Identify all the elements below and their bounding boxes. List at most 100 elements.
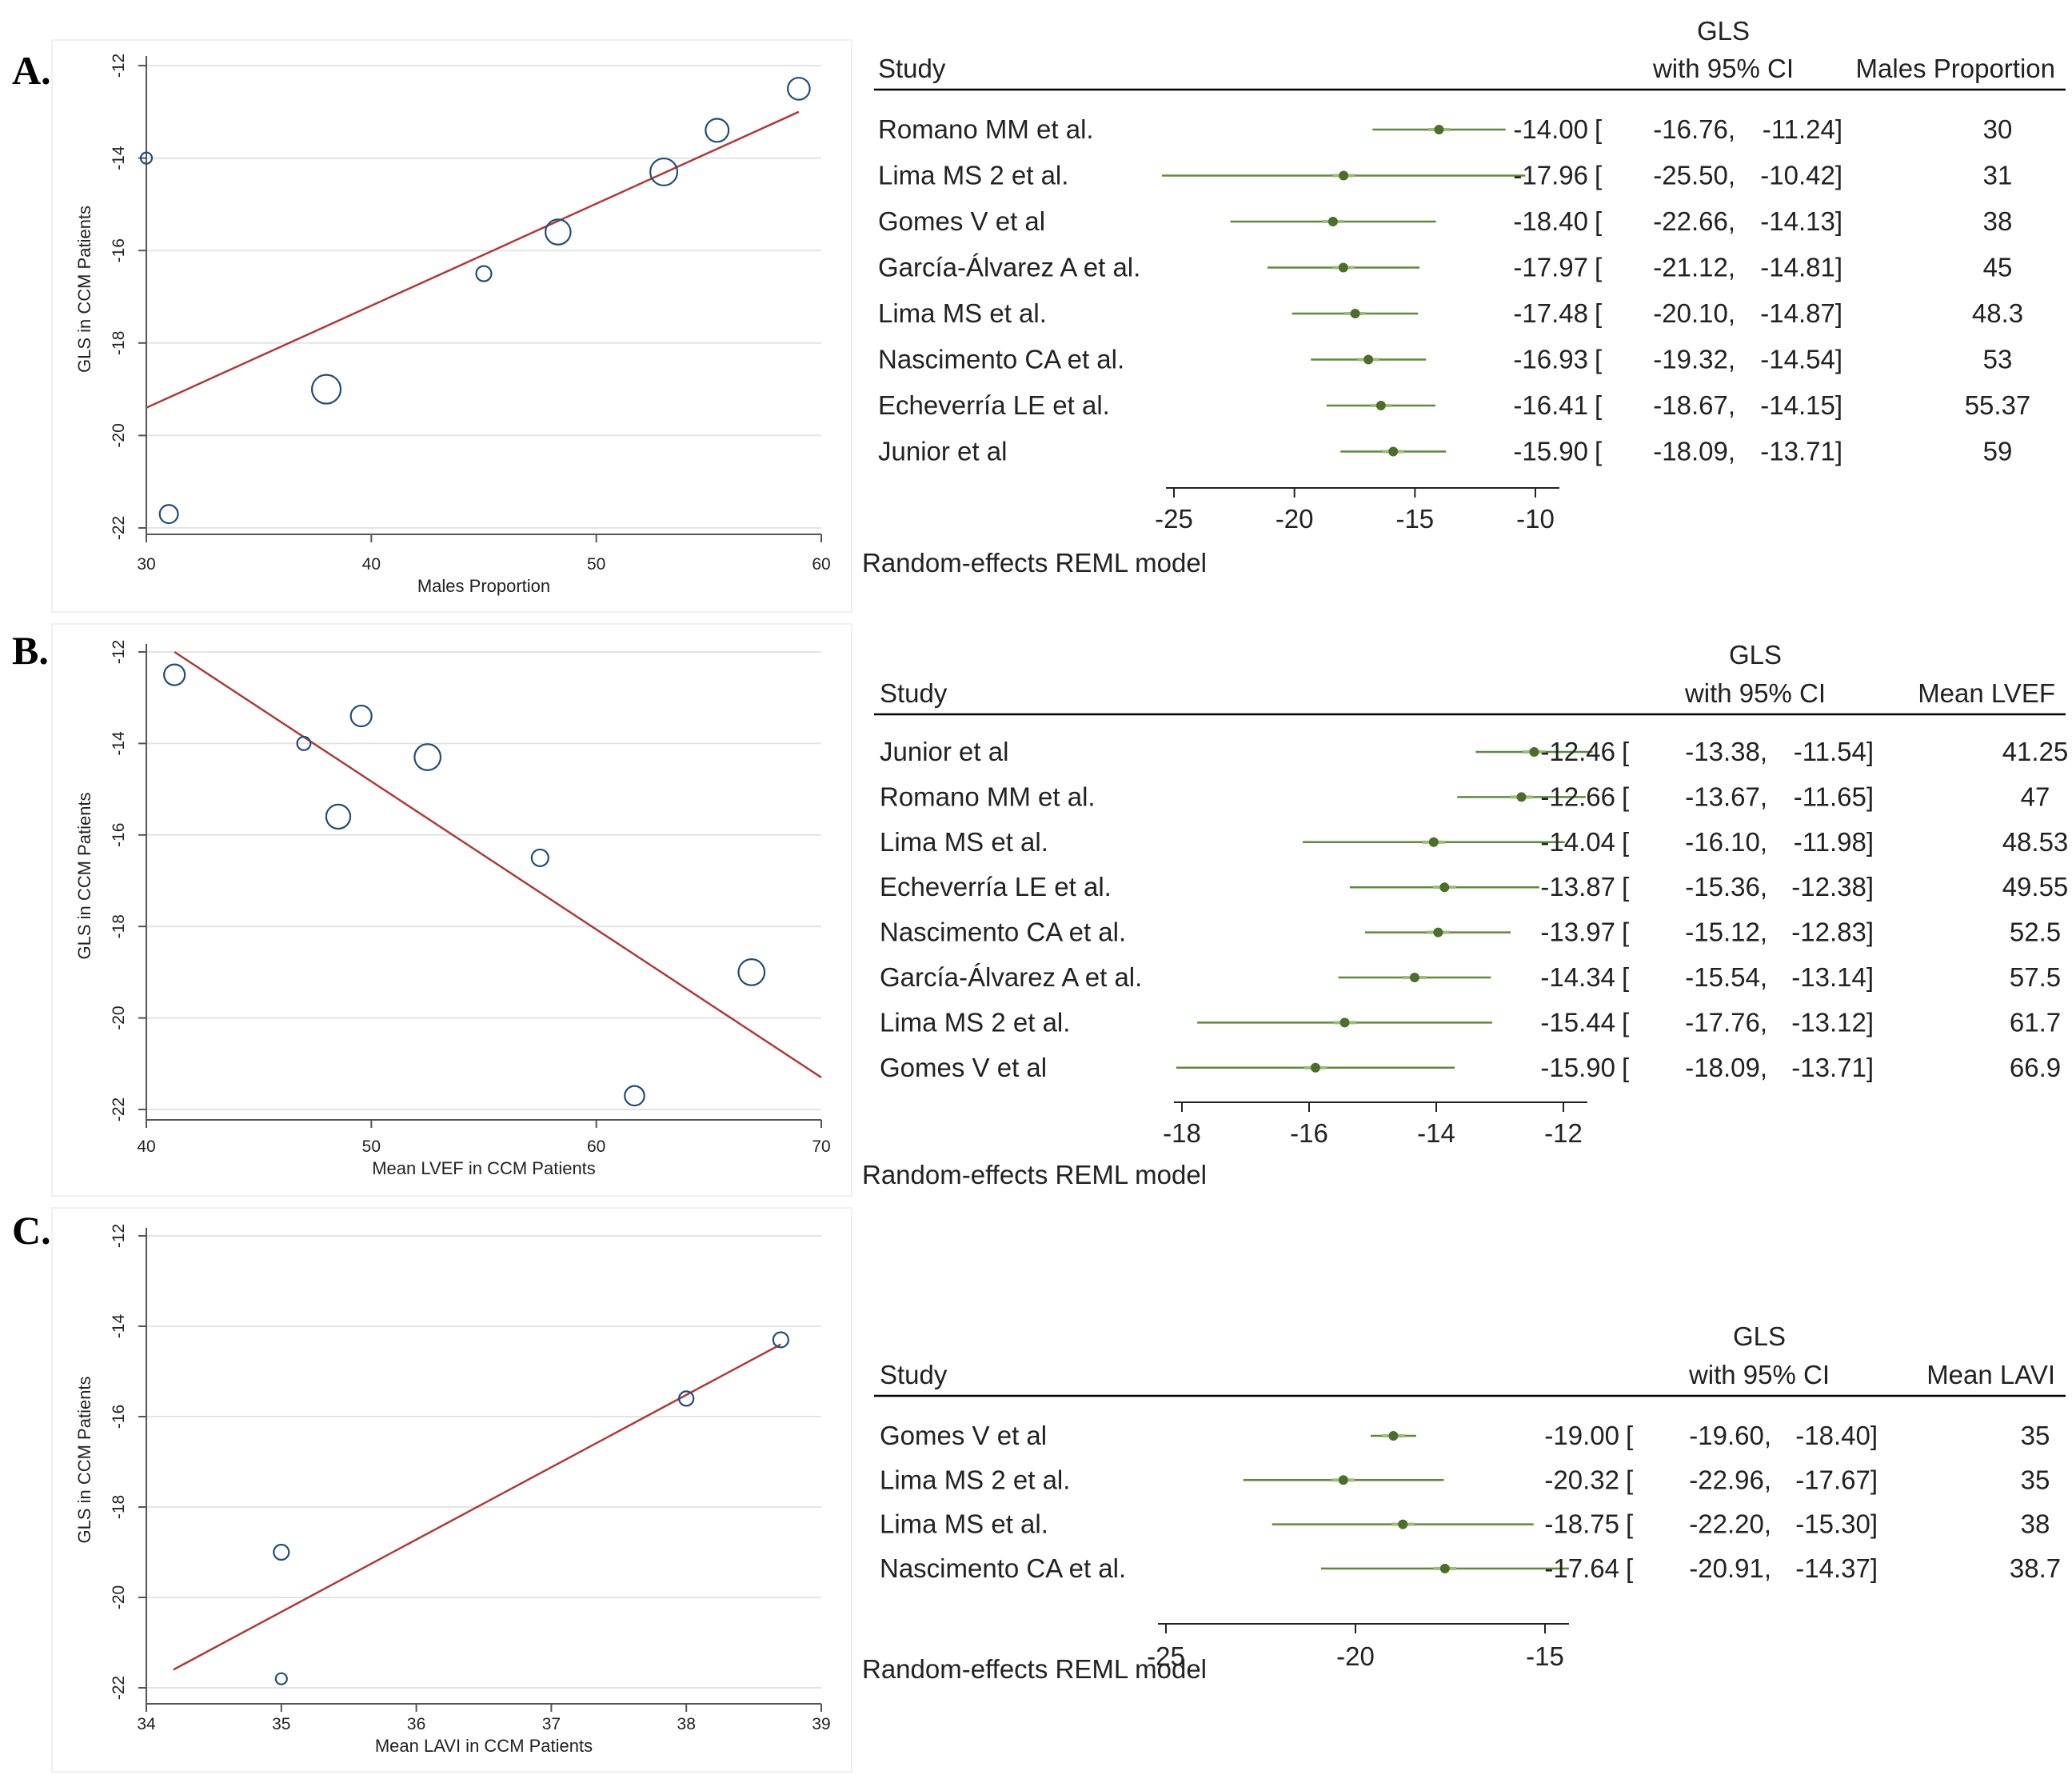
y-tick-label: -22 <box>110 516 128 540</box>
panel-1: A. -12 -14 -16 -18 -20 -22 30 40 50 60 Males Propor… <box>12 16 2066 613</box>
forest-row: Junior et al -15.90[-18.09, -13.71] 59 <box>878 437 2012 466</box>
estimate-value: -14.00 <box>1513 114 1588 144</box>
point-estimate <box>1310 1062 1320 1073</box>
study-name: Romano MM et al. <box>878 114 1094 144</box>
moderator-value: 66.9 <box>2010 1053 2061 1082</box>
y-tick-label: -14 <box>110 1314 128 1339</box>
forest-row: Gomes V et al -19.00[-19.60, -18.40] 35 <box>880 1421 2050 1450</box>
ci-lower: -20.91, <box>1689 1553 1771 1583</box>
x-tick-label: 39 <box>812 1715 830 1733</box>
bubble-point <box>296 735 312 751</box>
ci-upper: -14.37] <box>1795 1553 1878 1583</box>
forest-header-study: Study <box>880 678 948 708</box>
moderator-value: 49.55 <box>2002 872 2069 901</box>
bubble-point <box>772 1331 789 1349</box>
bubble-point <box>678 1390 695 1407</box>
study-name: Gomes V et al <box>878 206 1045 236</box>
forest-plot: GLS with 95% CI Study Mean LAVI Gomes V et a… <box>862 1321 2066 1684</box>
forest-row: García-Álvarez A et al. -17.97[-21.12, -14… <box>878 253 2012 282</box>
forest-header-ci: with 95% CI <box>1688 1360 1830 1389</box>
study-name: Gomes V et al <box>880 1421 1047 1450</box>
ci-upper: -13.14] <box>1791 962 1874 992</box>
point-estimate <box>1363 354 1374 365</box>
forest-x-tick-label: -12 <box>1544 1118 1583 1148</box>
bubble-point <box>273 1543 290 1561</box>
moderator-value: 55.37 <box>1965 390 2031 420</box>
y-tick-label: -12 <box>110 640 128 664</box>
x-tick-label: 34 <box>137 1715 156 1733</box>
moderator-value: 38 <box>2021 1509 2050 1539</box>
point-estimate <box>1375 401 1386 410</box>
estimate-value: -14.34 <box>1540 962 1615 992</box>
study-name: Junior et al <box>878 437 1007 466</box>
study-name: Romano MM et al. <box>880 782 1096 811</box>
bubble-point <box>475 265 493 282</box>
moderator-value: 61.7 <box>2010 1007 2061 1037</box>
point-estimate <box>1388 1431 1399 1441</box>
ci-open-bracket: [ <box>1622 872 1629 901</box>
forest-row: Romano MM et al. -12.66[-13.67, -11.65] 47 <box>880 782 2050 811</box>
ci-upper: -11.65] <box>1794 782 1874 811</box>
ci-open-bracket: [ <box>1622 1053 1629 1082</box>
forest-header-ci: with 95% CI <box>1684 678 1826 708</box>
forest-row: Lima MS 2 et al. -17.96[-25.50, -10.42] 31 <box>878 161 2012 190</box>
bubble-point <box>787 77 811 101</box>
forest-header-moderator: Males Proportion <box>1856 54 2055 83</box>
x-tick-label: 36 <box>407 1715 425 1733</box>
x-tick-label: 60 <box>812 555 830 574</box>
ci-upper: -13.12] <box>1791 1007 1874 1037</box>
point-estimate <box>1339 170 1349 181</box>
ci-open-bracket: [ <box>1595 253 1602 282</box>
y-tick-label: -18 <box>110 914 128 938</box>
scatter-plot: -12 -14 -16 -18 -20 -22 34 35 36 37 38 39 Mean LAVI … <box>51 1207 852 1773</box>
x-axis-title: Males Proportion <box>417 576 550 596</box>
forest-x-tick-label: -10 <box>1516 504 1555 534</box>
forest-x-tick-label: -18 <box>1163 1118 1201 1148</box>
ci-upper: -11.24] <box>1763 114 1842 144</box>
y-tick-label: -14 <box>110 146 128 170</box>
forest-header-moderator: Mean LAVI <box>1926 1360 2055 1389</box>
forest-header-gls: GLS <box>1697 16 1750 46</box>
y-tick-label: -14 <box>110 731 128 756</box>
estimate-value: -14.04 <box>1540 827 1615 857</box>
forest-row: Echeverría LE et al. -13.87[-15.36, -12.38… <box>880 872 2068 901</box>
scatter-frame <box>51 1207 852 1773</box>
moderator-value: 59 <box>1983 437 2013 466</box>
point-estimate <box>1388 446 1399 457</box>
forest-x-tick-label: -15 <box>1395 504 1434 534</box>
estimate-value: -18.40 <box>1513 206 1588 236</box>
ci-open-bracket: [ <box>1622 782 1629 811</box>
bubble-point <box>649 157 679 186</box>
ci-open-bracket: [ <box>1595 345 1602 374</box>
estimate-value: -20.32 <box>1544 1465 1619 1494</box>
y-axis-title: GLS in CCM Patients <box>74 1376 94 1543</box>
study-name: Gomes V et al <box>880 1053 1047 1082</box>
ci-lower: -19.32, <box>1653 345 1735 374</box>
ci-lower: -13.67, <box>1685 782 1767 811</box>
point-estimate <box>1409 973 1419 982</box>
ci-upper: -11.98] <box>1794 827 1874 857</box>
forest-row: Lima MS 2 et al. -20.32[-22.96, -17.67] 35 <box>880 1465 2050 1494</box>
ci-lower: -16.76, <box>1653 114 1735 144</box>
study-name: Nascimento CA et al. <box>880 917 1126 947</box>
point-estimate <box>1428 837 1439 847</box>
ci-lower: -18.09, <box>1653 437 1735 466</box>
ci-lower: -13.38, <box>1685 737 1767 766</box>
ci-open-bracket: [ <box>1622 827 1629 857</box>
point-estimate <box>1434 125 1444 134</box>
estimate-value: -17.97 <box>1513 253 1588 282</box>
ci-open-bracket: [ <box>1622 962 1629 992</box>
forest-plot: GLS with 95% CI Study Mean LVEF Junior et al… <box>862 640 2068 1189</box>
ci-upper: -13.71] <box>1760 437 1842 466</box>
point-estimate <box>1529 747 1539 757</box>
moderator-value: 45 <box>1983 253 2013 282</box>
ci-upper: -14.54] <box>1760 345 1842 374</box>
study-name: Lima MS 2 et al. <box>880 1007 1070 1037</box>
study-name: García-Álvarez A et al. <box>880 962 1142 992</box>
scatter-frame <box>51 39 852 613</box>
y-axis-title: GLS in CCM Patients <box>74 792 94 959</box>
point-estimate <box>1433 927 1443 937</box>
moderator-value: 48.3 <box>1972 298 2023 328</box>
study-name: Echeverría LE et al. <box>878 390 1110 420</box>
